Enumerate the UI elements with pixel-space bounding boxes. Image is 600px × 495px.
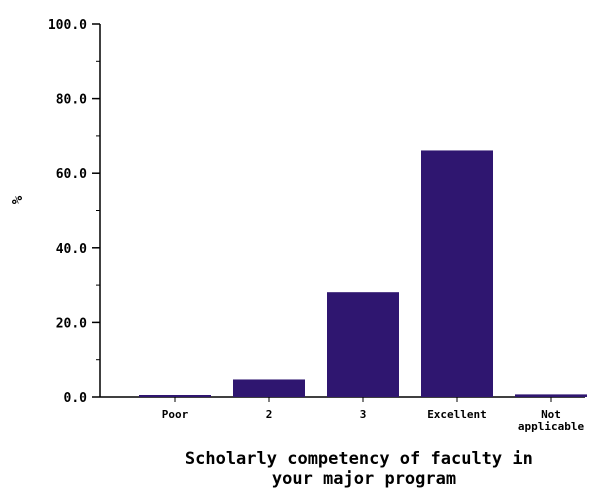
y-axis: 0.0 20.0 40.0 60.0 80.0 100.0 bbox=[48, 18, 101, 406]
x-tick-label: Not applicable bbox=[518, 408, 585, 433]
bar bbox=[233, 379, 305, 397]
x-tick-label-line: Excellent bbox=[427, 408, 487, 421]
bar bbox=[327, 292, 399, 397]
x-axis-title-line-1: Scholarly competency of faculty in bbox=[185, 449, 533, 469]
x-axis bbox=[100, 396, 585, 402]
y-tick-label: 20.0 bbox=[56, 316, 87, 331]
x-tick-label: Poor bbox=[162, 408, 189, 421]
bars bbox=[139, 150, 587, 397]
x-tick-label-line: 2 bbox=[266, 408, 273, 421]
x-tick-label-line: 3 bbox=[360, 408, 367, 421]
y-tick-label: 60.0 bbox=[56, 167, 87, 182]
x-tick-label-line: Not bbox=[541, 408, 561, 421]
bar bbox=[139, 395, 211, 397]
x-tick-label: 2 bbox=[266, 408, 273, 421]
y-axis-title: % bbox=[10, 195, 26, 204]
category-labels: Poor 2 3 Excellent Not applicable bbox=[162, 408, 585, 433]
y-tick-label: 0.0 bbox=[64, 391, 88, 406]
bar bbox=[515, 394, 587, 397]
bar bbox=[421, 150, 493, 397]
y-tick-label: 40.0 bbox=[56, 242, 87, 257]
x-tick-label-line: applicable bbox=[518, 420, 585, 433]
y-tick-label: 80.0 bbox=[56, 93, 87, 108]
x-tick-label-line: Poor bbox=[162, 408, 189, 421]
x-tick-label: 3 bbox=[360, 408, 367, 421]
x-axis-title-line-2: your major program bbox=[272, 469, 456, 489]
x-axis-title: Scholarly competency of faculty in your … bbox=[185, 449, 543, 489]
y-tick-label: 100.0 bbox=[48, 18, 87, 33]
x-tick-label: Excellent bbox=[427, 408, 487, 421]
